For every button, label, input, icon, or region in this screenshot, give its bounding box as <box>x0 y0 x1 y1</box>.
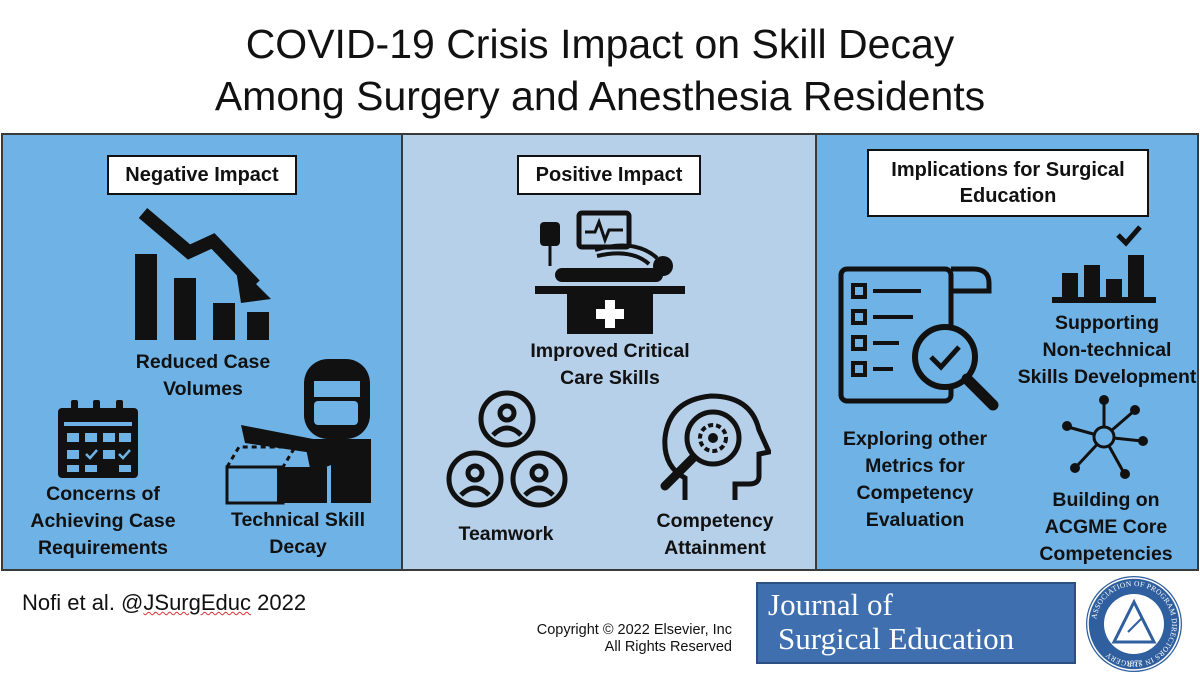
journal-logo: Journal of Surgical Education <box>756 582 1076 664</box>
critical-care-bed-icon <box>535 210 685 334</box>
technical-skill-label: Technical Skill Decay <box>230 509 366 558</box>
reduced-case-label: Reduced Case Volumes <box>135 351 271 400</box>
critical-care-label: Improved Critical Care Skills <box>530 340 690 389</box>
journal-line-1: Journal of <box>768 587 893 622</box>
copyright-line-2: All Rights Reserved <box>604 639 732 655</box>
title-line-2: Among Surgery and Anesthesia Residents <box>214 73 986 119</box>
checklist-magnifier-icon <box>838 266 999 411</box>
concerns-label: Concerns of Achieving Case Requirements <box>30 483 176 559</box>
page-title: COVID-19 Crisis Impact on Skill Decay Am… <box>0 18 1200 122</box>
implications-header: Implications for Surgical Education <box>867 149 1149 217</box>
impact-panels: Negative Impact Reduced Case Volumes <box>1 133 1199 571</box>
head-gear-icon <box>660 393 771 500</box>
positive-impact-panel: Positive Impact Improved Critical Care S… <box>403 135 817 569</box>
copyright-line-1: Copyright © 2022 Elsevier, Inc <box>536 622 732 638</box>
competency-label: Competency Attainment <box>656 510 774 559</box>
network-hub-icon <box>1062 395 1148 479</box>
apds-seal-logo: ASSOCIATION OF PROGRAM DIRECTORS IN SURG… <box>1086 576 1182 672</box>
surgeon-icon <box>224 359 371 505</box>
teamwork-label: Teamwork <box>458 523 554 545</box>
building-label: Building on ACGME Core Competencies <box>1039 489 1173 565</box>
positive-impact-header: Positive Impact <box>517 155 701 195</box>
seal-year: 1977 <box>1126 659 1142 668</box>
exploring-label: Exploring other Metrics for Competency E… <box>842 428 988 531</box>
cite-author: Nofi et al. @ <box>22 590 144 615</box>
negative-impact-panel: Negative Impact Reduced Case Volumes <box>3 135 403 569</box>
journal-line-2: Surgical Education <box>778 621 1015 656</box>
cite-handle: JSurgEduc <box>143 590 252 615</box>
bar-chart-check-icon <box>1052 225 1156 303</box>
cite-year: 2022 <box>251 590 307 615</box>
implications-panel: Implications for Surgical Education Expl… <box>817 135 1197 569</box>
declining-chart-icon <box>135 208 271 340</box>
copyright: Copyright © 2022 Elsevier, Inc All Right… <box>500 622 732 656</box>
negative-impact-header: Negative Impact <box>107 155 297 195</box>
calendar-icon <box>58 400 138 478</box>
title-line-1: COVID-19 Crisis Impact on Skill Decay <box>245 21 955 67</box>
citation: Nofi et al. @JSurgEduc 2022 <box>22 590 306 616</box>
teamwork-icon <box>446 390 568 508</box>
supporting-label: Supporting Non-technical Skills Developm… <box>1017 312 1197 388</box>
